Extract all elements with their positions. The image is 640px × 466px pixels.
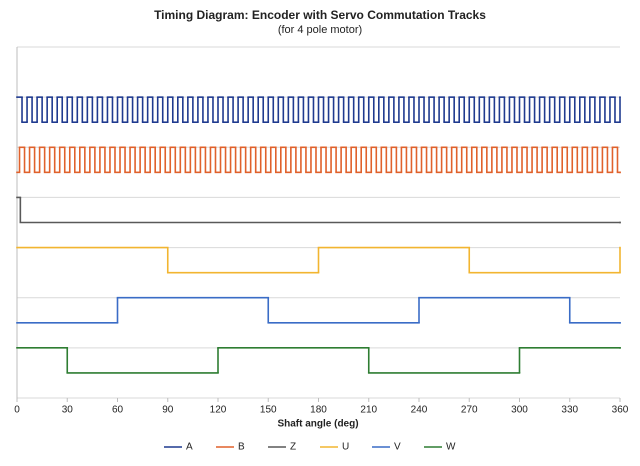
legend-label: W bbox=[446, 442, 456, 453]
legend-label: A bbox=[186, 442, 193, 453]
x-tick-label: 0 bbox=[14, 405, 20, 416]
x-tick-label: 240 bbox=[411, 405, 428, 416]
x-tick-label: 150 bbox=[260, 405, 277, 416]
chart-subtitle: (for 4 pole motor) bbox=[278, 24, 362, 36]
x-tick-label: 90 bbox=[162, 405, 174, 416]
x-tick-label: 360 bbox=[612, 405, 629, 416]
x-axis-label: Shaft angle (deg) bbox=[277, 419, 358, 430]
chart-title: Timing Diagram: Encoder with Servo Commu… bbox=[154, 8, 486, 22]
legend-label: B bbox=[238, 442, 245, 453]
x-tick-label: 330 bbox=[561, 405, 578, 416]
x-tick-label: 300 bbox=[511, 405, 528, 416]
x-tick-label: 120 bbox=[210, 405, 227, 416]
legend-label: Z bbox=[290, 442, 296, 453]
x-tick-label: 60 bbox=[112, 405, 124, 416]
x-tick-label: 210 bbox=[360, 405, 377, 416]
x-tick-label: 30 bbox=[62, 405, 74, 416]
legend-label: V bbox=[394, 442, 401, 453]
x-tick-label: 180 bbox=[310, 405, 327, 416]
x-tick-label: 270 bbox=[461, 405, 478, 416]
legend-label: U bbox=[342, 442, 349, 453]
